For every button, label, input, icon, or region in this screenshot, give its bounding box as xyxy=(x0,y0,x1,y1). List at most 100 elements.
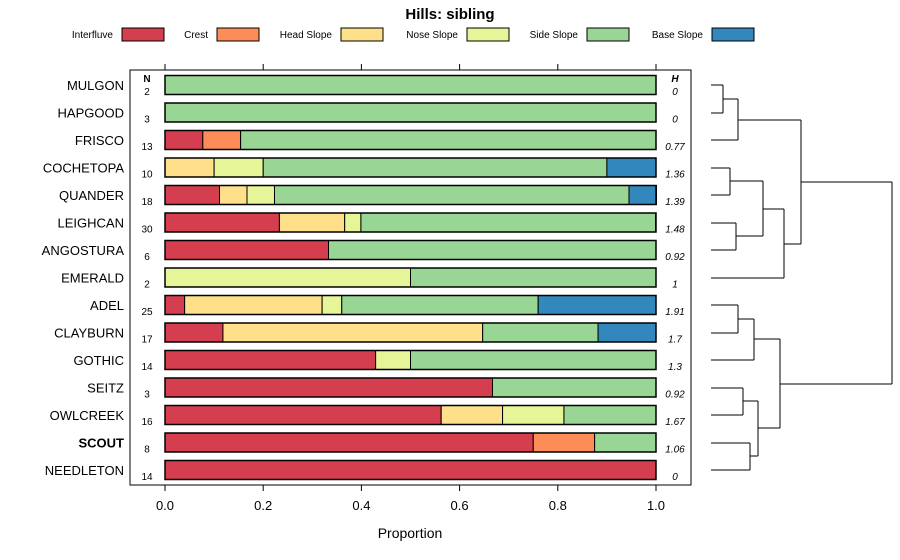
legend-label: Interfluve xyxy=(72,30,114,41)
legend-swatch xyxy=(340,27,384,42)
h-value: 1.39 xyxy=(665,197,685,208)
dendrogram-branch xyxy=(711,167,731,196)
bar-outline xyxy=(164,322,657,343)
row-label: OWLCREEK xyxy=(50,408,125,423)
n-value: 13 xyxy=(141,142,153,153)
legend-swatch xyxy=(586,27,630,42)
bar-segment xyxy=(273,185,630,205)
bar-outline xyxy=(164,377,657,398)
bar-segment xyxy=(202,130,242,150)
bar-segment xyxy=(240,130,657,150)
legend-label: Base Slope xyxy=(652,30,704,41)
h-value: 0 xyxy=(672,472,678,483)
bar-segment xyxy=(375,350,412,370)
x-tick-label: 0.6 xyxy=(451,498,469,513)
bar-segment xyxy=(502,405,565,425)
bar-segment xyxy=(278,212,346,233)
bar-segment xyxy=(164,295,186,315)
bar-segment xyxy=(563,405,657,425)
n-value: 3 xyxy=(144,115,150,126)
bar-outline xyxy=(164,239,657,261)
row-label: MULGON xyxy=(67,78,124,93)
bar-segment xyxy=(164,267,411,288)
n-value: 16 xyxy=(141,417,153,428)
row-label: NEEDLETON xyxy=(45,463,124,478)
h-value: 0.77 xyxy=(665,142,685,153)
bar-segment xyxy=(164,240,330,260)
legend: Interfluve Crest Head Slope Nose Slope Side … xyxy=(72,27,755,42)
n-value: 2 xyxy=(144,87,150,98)
bar-segment xyxy=(219,185,248,205)
bar-segment xyxy=(597,322,657,343)
bar-segment xyxy=(482,322,599,343)
legend-swatch xyxy=(466,27,510,42)
bar-segment xyxy=(440,405,504,425)
n-value: 10 xyxy=(141,170,153,181)
chart-title: Hills: sibling xyxy=(405,6,494,23)
bar-segment xyxy=(321,295,343,315)
bar-segment xyxy=(164,350,377,370)
legend-swatch xyxy=(121,27,165,42)
dendrogram-branch xyxy=(730,180,764,237)
row-label: FRISCO xyxy=(75,133,124,148)
h-value: 1 xyxy=(672,280,678,291)
h-value: 0 xyxy=(672,87,678,98)
bar-segment xyxy=(184,295,323,315)
row-label: SEITZ xyxy=(87,381,124,396)
n-value: 8 xyxy=(144,445,150,456)
dendrogram-branch xyxy=(711,84,724,114)
n-value: 30 xyxy=(141,225,153,236)
bar-segment xyxy=(164,75,657,95)
dendrogram xyxy=(711,84,893,471)
x-axis: 0.0 0.2 0.4 0.6 0.8 1.0 xyxy=(156,64,665,513)
bar-segment xyxy=(262,157,608,178)
row-label: LEIGHCAN xyxy=(58,216,124,231)
h-value: 1.91 xyxy=(665,307,684,318)
bar-segment xyxy=(246,185,275,205)
row-label: GOTHIC xyxy=(73,353,124,368)
legend-label: Crest xyxy=(184,30,208,41)
n-value: 25 xyxy=(141,307,153,318)
h-value: 1.7 xyxy=(668,335,682,346)
bar-segment xyxy=(164,212,280,233)
x-tick-label: 0.4 xyxy=(352,498,370,513)
dendrogram-branch xyxy=(780,181,893,385)
bar-outline xyxy=(164,212,657,233)
h-value: 1.67 xyxy=(665,417,685,428)
row-label: CLAYBURN xyxy=(54,326,124,341)
h-column-header: H xyxy=(671,74,679,85)
h-value: 1.48 xyxy=(665,225,685,236)
dendrogram-branch xyxy=(711,318,755,361)
bar-segment xyxy=(328,240,657,260)
bar-outline xyxy=(164,459,657,481)
row-label: ADEL xyxy=(90,298,124,313)
h-value: 1.3 xyxy=(668,362,682,373)
n-column-header: N xyxy=(143,74,150,85)
bar-segment xyxy=(164,405,442,425)
bar-segment xyxy=(410,267,657,288)
row-label: EMERALD xyxy=(61,271,124,286)
legend-label: Nose Slope xyxy=(406,30,458,41)
n-value: 3 xyxy=(144,390,150,401)
bar-segment xyxy=(164,460,657,480)
x-tick-label: 0.8 xyxy=(549,498,567,513)
plot-frame xyxy=(129,69,692,486)
h-value: 1.06 xyxy=(665,445,685,456)
bar-segment xyxy=(164,377,493,398)
bar-outline xyxy=(164,404,657,426)
bar-outline xyxy=(164,74,657,96)
legend-swatch xyxy=(216,27,260,42)
bar-segment xyxy=(164,102,657,123)
bar-segment xyxy=(341,295,539,315)
bar-segment xyxy=(491,377,657,398)
x-tick-label: 0.2 xyxy=(254,498,272,513)
h-value: 0.92 xyxy=(665,252,685,263)
dendrogram-branch xyxy=(711,208,785,279)
bar-segment xyxy=(360,212,657,233)
row-label: SCOUT xyxy=(79,436,125,451)
n-value: 2 xyxy=(144,280,150,291)
bar-segment xyxy=(410,350,657,370)
legend-label: Side Slope xyxy=(530,30,579,41)
dendrogram-branch xyxy=(711,304,739,334)
